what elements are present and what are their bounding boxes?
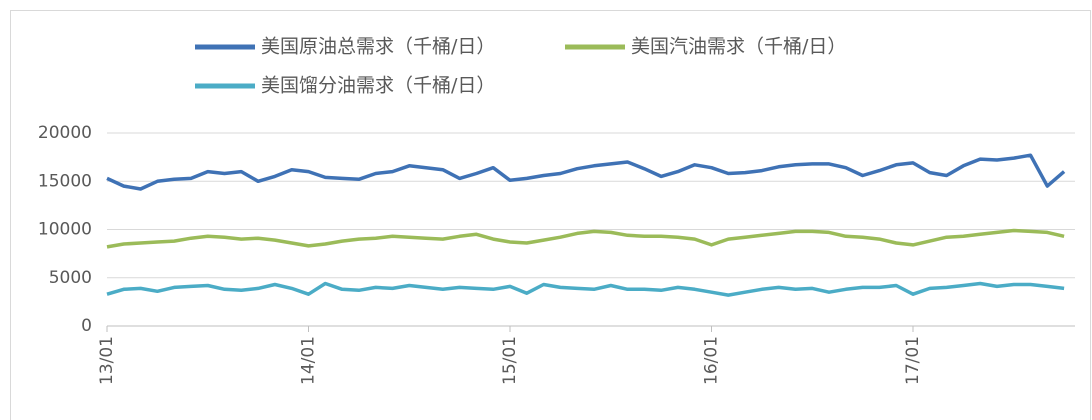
y-tick-label: 15000: [38, 171, 92, 191]
series-line: [106, 281, 1065, 297]
y-tick-label: 20000: [38, 123, 92, 143]
y-tick-label: 5000: [49, 268, 92, 288]
x-tick-label: 13/01: [97, 336, 117, 385]
legend-label: 美国馏分油需求（千桶/日）: [261, 75, 495, 97]
legend-label: 美国汽油需求（千桶/日）: [631, 36, 846, 58]
legend-label: 美国原油总需求（千桶/日）: [261, 36, 495, 58]
x-tick-label: 14/01: [299, 336, 319, 385]
chart-border: [10, 10, 1091, 420]
series-line: [106, 153, 1066, 191]
y-tick-label: 10000: [38, 220, 92, 240]
series-line: [106, 228, 1065, 249]
x-tick-label: 15/01: [500, 336, 520, 385]
x-tick-label: 17/01: [903, 336, 923, 385]
y-tick-label: 0: [81, 316, 92, 336]
x-tick-label: 16/01: [702, 336, 722, 385]
